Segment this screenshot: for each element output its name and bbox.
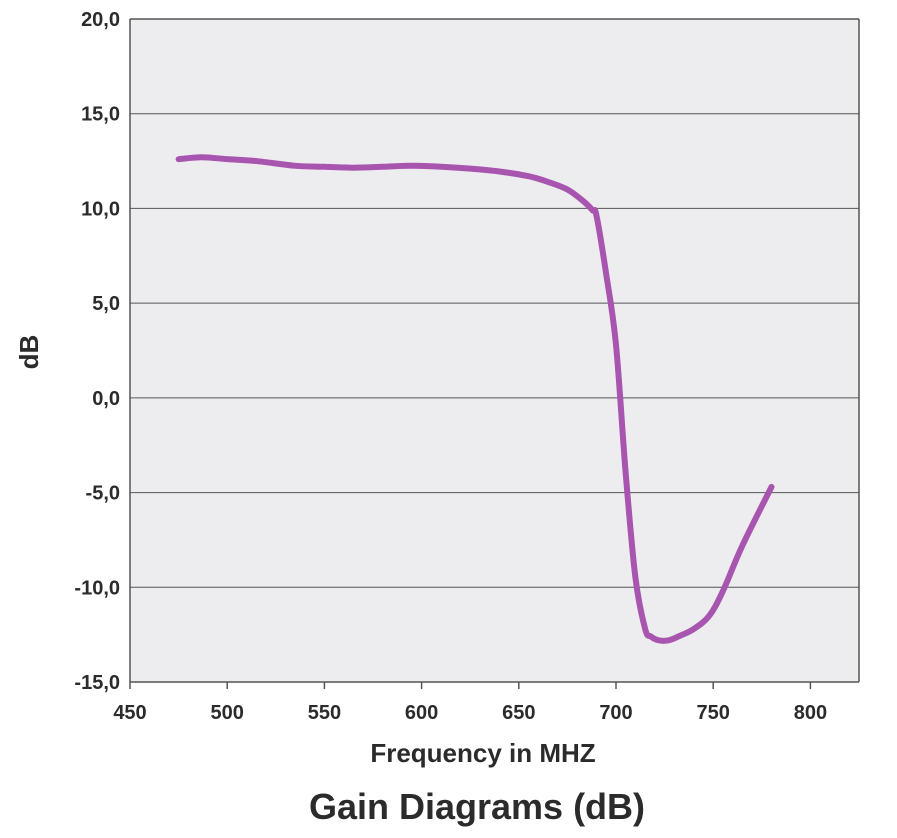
y-tick-label: 0,0 <box>92 388 120 410</box>
x-tick-labels: 450 500 550 600 650 700 750 800 <box>113 682 827 724</box>
x-axis-title: Frequency in MHZ <box>370 738 595 768</box>
y-tick-label: 20,0 <box>81 9 120 31</box>
plot-area <box>130 19 859 682</box>
y-tick-label: -15,0 <box>74 672 120 694</box>
x-tick-label: 550 <box>308 702 341 724</box>
x-tick-label: 450 <box>113 702 146 724</box>
chart-title: Gain Diagrams (dB) <box>309 786 645 827</box>
x-tick-label: 600 <box>405 702 438 724</box>
x-tick-label: 750 <box>697 702 730 724</box>
y-tick-label: -10,0 <box>74 577 120 599</box>
y-tick-label: 10,0 <box>81 198 120 220</box>
y-axis-title: dB <box>14 335 44 370</box>
x-tick-label: 500 <box>211 702 244 724</box>
x-tick-label: 700 <box>599 702 632 724</box>
y-tick-label: 15,0 <box>81 104 120 126</box>
y-tick-label: -5,0 <box>86 483 120 505</box>
x-tick-label: 650 <box>502 702 535 724</box>
gridlines <box>130 18 860 682</box>
series-line-gain <box>175 154 775 644</box>
y-tick-label: 5,0 <box>92 293 120 315</box>
x-tick-label: 800 <box>794 702 827 724</box>
y-tick-labels: 20,0 15,0 10,0 5,0 0,0 -5,0 -10,0 -15,0 <box>74 9 120 694</box>
